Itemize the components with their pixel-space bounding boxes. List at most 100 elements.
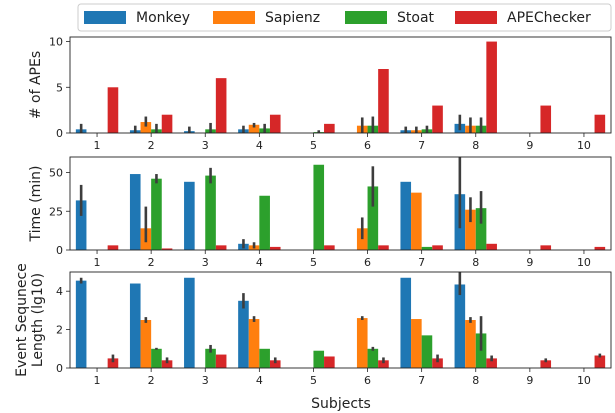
bar-apechecker-5 xyxy=(324,356,335,368)
bar-apechecker-10 xyxy=(594,246,606,250)
bar-apechecker-8 xyxy=(486,243,497,250)
bar-apechecker-4 xyxy=(269,114,281,133)
bar-monkey-1 xyxy=(75,280,87,368)
bar-apechecker-1 xyxy=(107,87,119,133)
bar-stoat-2 xyxy=(151,348,162,368)
y-axis-label-panel-3: Event SequneceLength (lg10) xyxy=(14,263,46,377)
bar-monkey-2 xyxy=(129,283,141,368)
bar-apechecker-4 xyxy=(269,360,281,368)
x-tick-label-9: 9 xyxy=(526,374,533,387)
x-tick-label-2: 2 xyxy=(148,374,155,387)
x-tick-label-4: 4 xyxy=(256,139,263,152)
legend-label-apechecker: APEChecker xyxy=(507,10,591,26)
bar-apechecker-4 xyxy=(269,246,281,250)
bar-stoat-3 xyxy=(205,348,216,368)
bar-sapienz-8 xyxy=(465,209,476,250)
y-axis-label-panel-2: Time (min) xyxy=(28,165,44,242)
bar-monkey-7 xyxy=(400,181,412,250)
bar-apechecker-1 xyxy=(107,245,119,250)
x-tick-label-2: 2 xyxy=(148,139,155,152)
bar-monkey-8 xyxy=(454,284,466,368)
x-tick-label-7: 7 xyxy=(418,374,425,387)
axes-frame xyxy=(69,271,612,369)
bar-stoat-3 xyxy=(205,175,216,250)
y-tick-label: 0 xyxy=(56,362,63,375)
x-tick-label-5: 5 xyxy=(310,374,317,387)
x-tick-label-1: 1 xyxy=(94,374,101,387)
x-tick-label-1: 1 xyxy=(94,256,101,269)
legend-swatch-sapienz xyxy=(213,11,255,24)
bar-sapienz-4 xyxy=(248,319,260,368)
bar-apechecker-9 xyxy=(540,245,552,250)
x-tick-label-2: 2 xyxy=(148,256,155,269)
bar-stoat-2 xyxy=(151,178,162,250)
bar-apechecker-3 xyxy=(215,354,227,368)
bar-monkey-4 xyxy=(238,300,249,368)
x-tick-label-1: 1 xyxy=(94,139,101,152)
x-tick-label-9: 9 xyxy=(526,256,533,269)
bar-apechecker-6 xyxy=(378,245,389,250)
bar-monkey-7 xyxy=(400,277,412,368)
bar-apechecker-2 xyxy=(161,360,173,368)
legend-swatch-apechecker xyxy=(455,11,497,24)
x-tick-label-10: 10 xyxy=(577,139,591,152)
x-axis-label: Subjects xyxy=(311,396,371,412)
bar-stoat-6 xyxy=(367,348,379,368)
x-tick-label-8: 8 xyxy=(472,139,479,152)
y-tick-label: 10 xyxy=(49,36,63,49)
bar-stoat-6 xyxy=(367,186,379,250)
bar-sapienz-7 xyxy=(411,319,422,368)
axes-frame xyxy=(69,36,612,134)
x-tick-label-3: 3 xyxy=(202,139,209,152)
y-tick-label: 50 xyxy=(49,167,63,180)
x-tick-label-9: 9 xyxy=(526,139,533,152)
x-tick-label-8: 8 xyxy=(472,374,479,387)
bar-apechecker-7 xyxy=(432,105,443,133)
bar-stoat-5 xyxy=(313,350,325,368)
bar-stoat-4 xyxy=(259,348,270,368)
x-tick-label-8: 8 xyxy=(472,256,479,269)
bar-sapienz-6 xyxy=(356,318,368,368)
y-tick-label: 5 xyxy=(56,81,63,94)
bar-stoat-5 xyxy=(313,164,325,250)
y-tick-label: 4 xyxy=(56,285,63,298)
bar-stoat-7 xyxy=(421,335,433,368)
x-tick-label-7: 7 xyxy=(418,256,425,269)
bar-apechecker-10 xyxy=(594,114,606,133)
y-axis-label-panel-1: # of APEs xyxy=(28,51,44,119)
legend-frame xyxy=(77,3,612,32)
bar-apechecker-6 xyxy=(378,360,389,368)
bar-apechecker-10 xyxy=(594,355,606,368)
bar-sapienz-4 xyxy=(248,124,260,133)
x-tick-label-6: 6 xyxy=(364,374,371,387)
legend: Monkey Sapienz Stoat APEChecker xyxy=(77,3,612,32)
bar-apechecker-3 xyxy=(215,78,227,133)
y-tick-label: 0 xyxy=(56,244,63,257)
bar-stoat-7 xyxy=(421,246,433,250)
x-tick-label-3: 3 xyxy=(202,374,209,387)
bar-monkey-3 xyxy=(184,277,195,368)
y-tick-label: 2 xyxy=(56,324,63,337)
bar-apechecker-5 xyxy=(324,245,335,250)
bar-apechecker-6 xyxy=(378,69,389,133)
legend-label-sapienz: Sapienz xyxy=(265,10,320,26)
bar-sapienz-2 xyxy=(140,122,152,133)
x-tick-label-5: 5 xyxy=(310,139,317,152)
bar-sapienz-7 xyxy=(411,192,422,250)
bar-apechecker-5 xyxy=(324,123,335,133)
bar-monkey-3 xyxy=(184,181,195,250)
x-tick-label-3: 3 xyxy=(202,256,209,269)
bar-sapienz-8 xyxy=(465,320,476,368)
legend-label-stoat: Stoat xyxy=(397,10,435,26)
x-tick-label-10: 10 xyxy=(577,256,591,269)
y-tick-label: 25 xyxy=(49,205,63,218)
legend-label-monkey: Monkey xyxy=(136,10,190,26)
bar-apechecker-7 xyxy=(432,358,443,368)
legend-swatch-monkey xyxy=(84,11,126,24)
bar-stoat-8 xyxy=(475,208,487,250)
x-tick-label-10: 10 xyxy=(577,374,591,387)
bar-apechecker-2 xyxy=(161,248,173,250)
axes-frame xyxy=(69,156,612,251)
